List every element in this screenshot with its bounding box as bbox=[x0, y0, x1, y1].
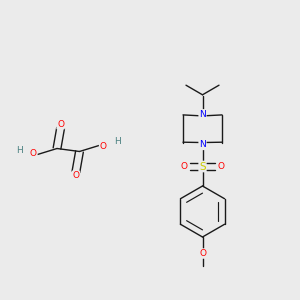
Text: O: O bbox=[100, 142, 106, 151]
Text: O: O bbox=[57, 120, 64, 129]
Text: H: H bbox=[114, 137, 121, 146]
Text: N: N bbox=[199, 140, 206, 149]
Text: O: O bbox=[180, 162, 187, 171]
Text: O: O bbox=[30, 149, 37, 158]
Text: S: S bbox=[199, 161, 206, 172]
Text: O: O bbox=[199, 249, 206, 258]
Text: N: N bbox=[199, 110, 206, 119]
Text: O: O bbox=[72, 171, 80, 180]
Text: O: O bbox=[218, 162, 225, 171]
Text: H: H bbox=[16, 146, 22, 155]
